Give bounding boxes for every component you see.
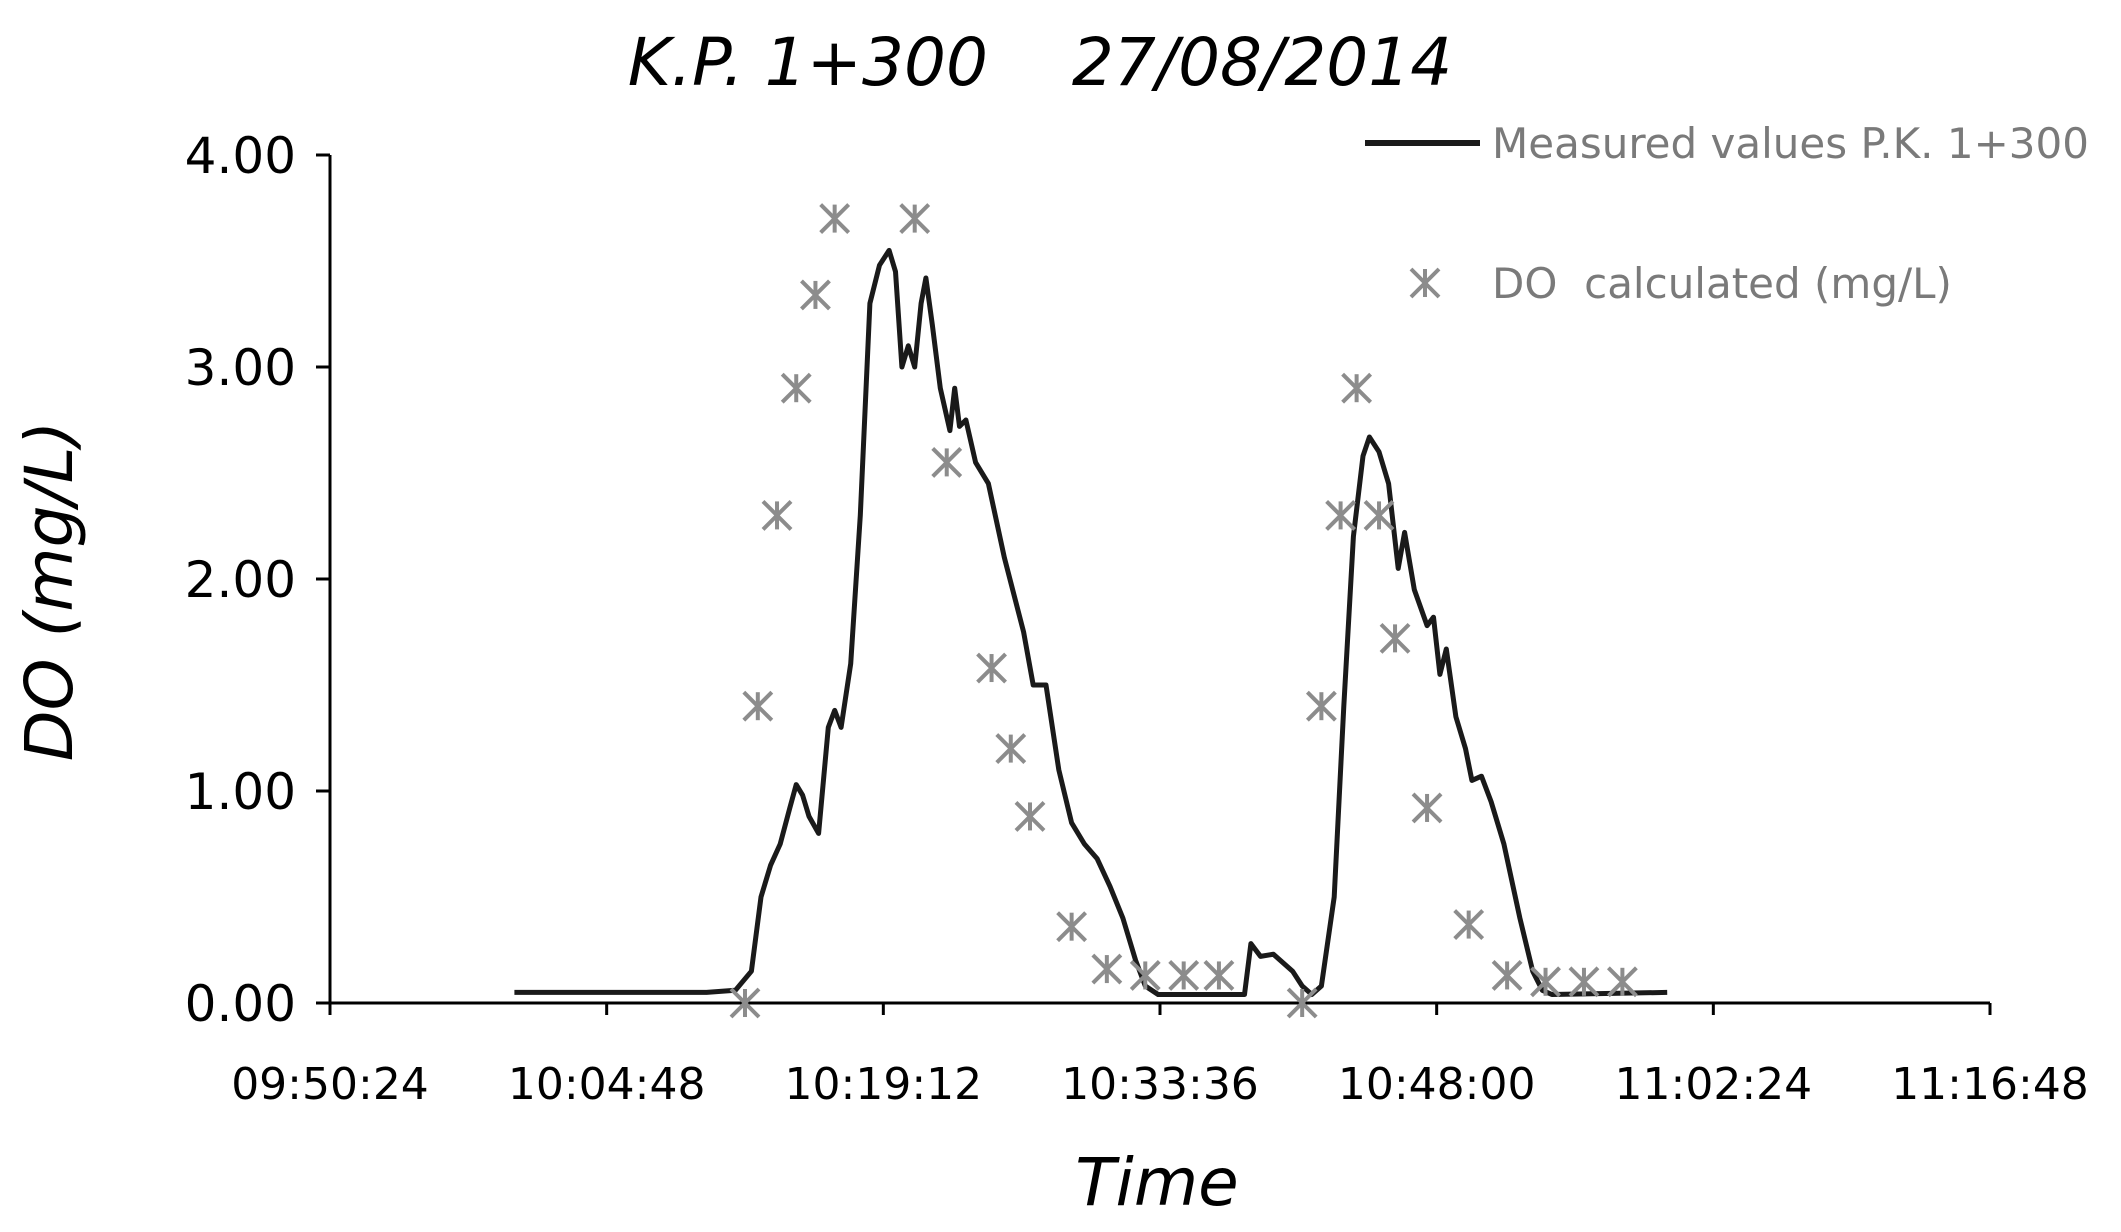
calculated-point	[899, 203, 931, 235]
calculated-point	[1606, 966, 1638, 998]
x-tick-label: 10:48:00	[1338, 1059, 1536, 1110]
measured-line	[514, 247, 1668, 997]
calculated-point	[742, 690, 774, 722]
x-tick-label: 10:19:12	[785, 1059, 983, 1110]
calculated-point	[1091, 953, 1123, 985]
x-tick-label: 09:50:24	[231, 1059, 429, 1110]
calculated-point	[729, 987, 761, 1019]
legend-asterisk-marker	[1409, 267, 1441, 299]
calculated-point	[1056, 911, 1088, 943]
y-axis-label: DO (mg/L)	[11, 421, 88, 761]
calculated-point	[1491, 960, 1523, 991]
y-tick-label: 1.00	[185, 763, 296, 821]
calculated-point	[1203, 960, 1235, 991]
x-axis-ticks: 09:50:24 10:04:48 10:19:12 10:33:36 10:48:00…	[231, 1003, 2089, 1110]
calculated-point	[1568, 966, 1600, 998]
calculated-point	[761, 499, 793, 531]
calculated-point	[1129, 960, 1161, 991]
legend-asterisk	[1409, 267, 1441, 299]
calculated-point	[1305, 690, 1337, 722]
y-tick-label: 2.00	[185, 551, 296, 609]
chart-title: K.P. 1+300 27/08/2014	[628, 24, 1453, 101]
y-tick-label: 3.00	[185, 339, 296, 397]
y-tick-label: 0.00	[185, 975, 296, 1033]
calculated-point	[1286, 987, 1318, 1019]
series-do-calculated	[729, 203, 1638, 1019]
x-tick-label: 10:33:36	[1061, 1059, 1259, 1110]
calculated-point	[1530, 966, 1561, 998]
x-tick-label: 11:16:48	[1891, 1059, 2089, 1110]
calculated-point	[780, 372, 812, 404]
calculated-point	[1325, 499, 1357, 531]
x-tick-label: 11:02:24	[1615, 1059, 1813, 1110]
series-measured-values	[514, 247, 1668, 997]
calculated-point	[1453, 909, 1485, 940]
y-tick-label: 4.00	[185, 127, 296, 185]
x-axis-label: Time	[1075, 1144, 1239, 1221]
legend-label-measured: Measured values P.K. 1+300	[1492, 119, 2089, 168]
legend: Measured values P.K. 1+300 DO calculated…	[1365, 119, 2089, 308]
y-axis-ticks: 0.00 1.00 2.00 3.00 4.00	[185, 127, 330, 1033]
calculated-point	[1168, 960, 1200, 991]
calculated-point	[1341, 372, 1373, 404]
calculated-point	[976, 652, 1007, 684]
calculated-point	[1014, 801, 1046, 832]
calculated-point	[819, 203, 851, 235]
calculated-point	[931, 446, 963, 478]
calculated-point	[995, 733, 1027, 765]
x-tick-label: 10:04:48	[508, 1059, 706, 1110]
calculated-point	[1379, 622, 1411, 654]
calculated-point	[800, 279, 831, 311]
calculated-point	[1363, 499, 1395, 531]
calculated-point	[1411, 792, 1443, 824]
legend-label-calculated: DO calculated (mg/L)	[1492, 259, 1952, 308]
